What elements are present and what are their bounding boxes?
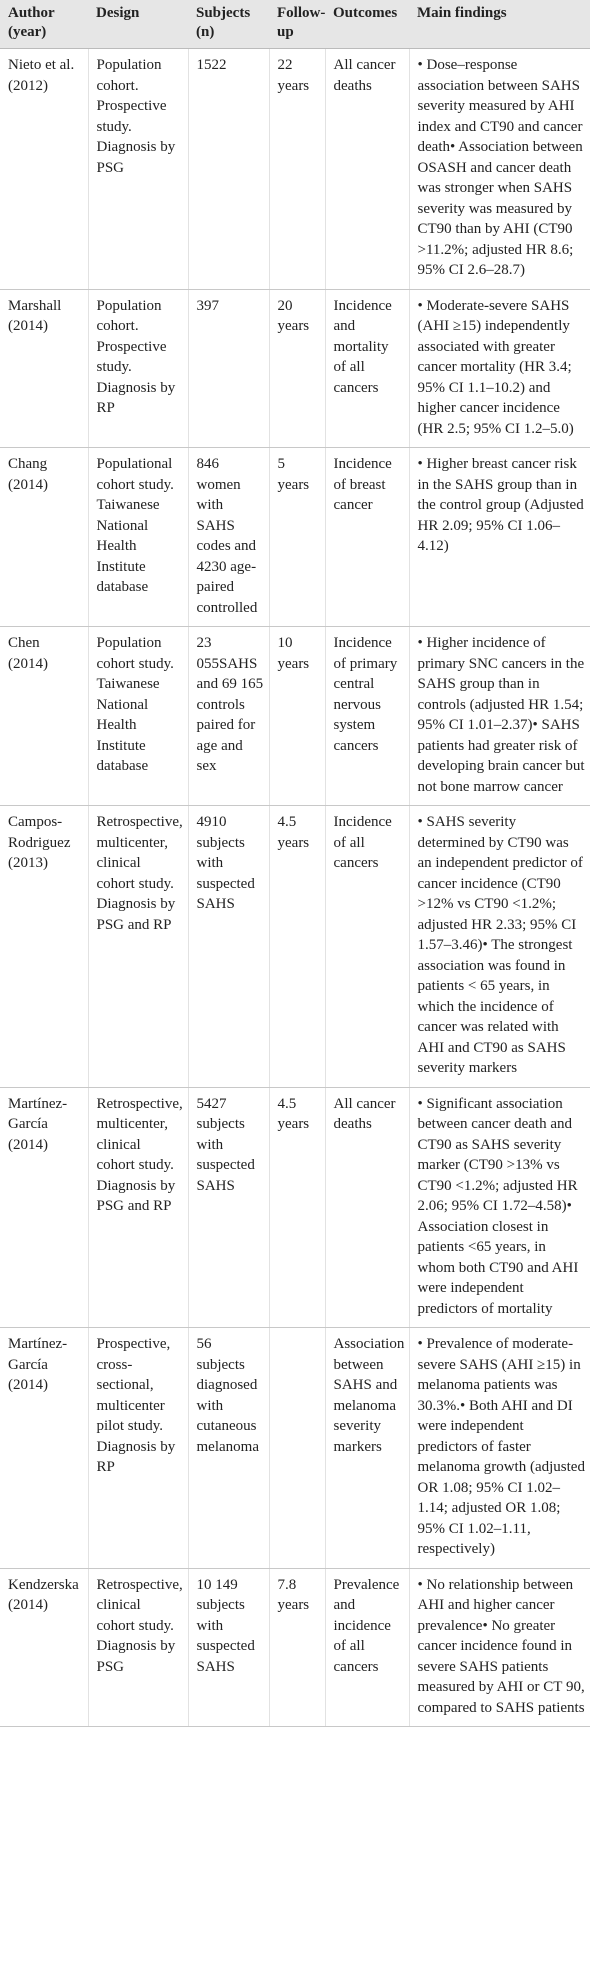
table-cell: Martínez-García (2014) [0,1327,89,1569]
table-cell: 5427 subjects with suspected SAHS [188,1087,270,1328]
table-cell: 4.5 years [269,805,326,1088]
table-row: Martínez-García (2014) Retrospective, mul… [0,1087,590,1328]
table-cell: Retrospective, multicenter, clinical coh… [88,1087,189,1328]
table-cell: Incidence of breast cancer [325,447,410,627]
table-cell: Prevalence and incidence of all cancers [325,1568,410,1727]
table-cell: Population cohort. Prospective study. Di… [88,289,189,448]
table-cell: • Prevalence of moderate-severe SAHS (AH… [409,1327,590,1569]
table-cell: 397 [188,289,270,448]
table-cell: Incidence of primary central nervous sys… [325,626,410,806]
table-header: Author (year) Design Subjects (n) Follow-up… [0,0,590,49]
table-cell: Incidence of all cancers [325,805,410,1088]
table-cell: Association between SAHS and melanoma se… [325,1327,410,1569]
table-row: Chen (2014) Population cohort study. Taiw… [0,626,590,806]
table-cell: 4.5 years [269,1087,326,1328]
table-cell: 4910 subjects with suspected SAHS [188,805,270,1088]
table-body: Nieto et al. (2012) Population cohort. Pr… [0,48,590,1727]
table-cell: • Moderate-severe SAHS (AHI ≥15) indepen… [409,289,590,448]
table-cell: Marshall (2014) [0,289,89,448]
table-cell: • No relationship between AHI and higher… [409,1568,590,1727]
table-cell: 22 years [269,48,326,290]
table-cell: Population cohort study. Taiwanese Natio… [88,626,189,806]
table-cell: Chen (2014) [0,626,89,806]
table-cell: • Higher breast cancer risk in the SAHS … [409,447,590,627]
table-row: Chang (2014) Populational cohort study. T… [0,447,590,627]
table-cell: • Significant association between cancer… [409,1087,590,1328]
table-cell: Chang (2014) [0,447,89,627]
header-row: Author (year) Design Subjects (n) Follow-up… [0,0,590,49]
table-cell: 7.8 years [269,1568,326,1727]
table-cell [269,1327,326,1569]
table-cell: All cancer deaths [325,48,410,290]
table-cell: 23 055SAHS and 69 165 controls paired fo… [188,626,270,806]
table-row: Nieto et al. (2012) Population cohort. Pr… [0,48,590,290]
header-cell: Design [88,0,188,49]
table-cell: • Dose–response association between SAHS… [409,48,590,290]
table-cell: Kendzerska (2014) [0,1568,89,1727]
table-cell: Retrospective, clinical cohort study. Di… [88,1568,189,1727]
table-cell: Prospective, cross-sectional, multicente… [88,1327,189,1569]
table-cell: 20 years [269,289,326,448]
table-cell: All cancer deaths [325,1087,410,1328]
table-row: Campos-Rodriguez (2013) Retrospective, mu… [0,805,590,1088]
table-cell: Nieto et al. (2012) [0,48,89,290]
table-cell: 10 149 subjects with suspected SAHS [188,1568,270,1727]
table-row: Kendzerska (2014) Retrospective, clinical… [0,1568,590,1727]
table-cell: 846 women with SAHS codes and 4230 age-p… [188,447,270,627]
table-row: Marshall (2014) Population cohort. Prospe… [0,289,590,448]
table-cell: Campos-Rodriguez (2013) [0,805,89,1088]
header-cell: Main findings [409,0,590,49]
findings-table: Author (year) Design Subjects (n) Follow-up… [0,0,590,1727]
table-cell: Population cohort. Prospective study. Di… [88,48,189,290]
table-cell: 5 years [269,447,326,627]
table-cell: 1522 [188,48,270,290]
table-cell: Incidence and mortality of all cancers [325,289,410,448]
table-cell: 56 subjects diagnosed with cutaneous mel… [188,1327,270,1569]
table-cell: Populational cohort study. Taiwanese Nat… [88,447,189,627]
header-cell: Outcomes [325,0,409,49]
header-cell: Subjects (n) [188,0,269,49]
table-cell: Martínez-García (2014) [0,1087,89,1328]
table-cell: • Higher incidence of primary SNC cancer… [409,626,590,806]
header-cell: Follow-up [269,0,325,49]
table-row: Martínez-García (2014) Prospective, cross… [0,1327,590,1569]
table-cell: 10 years [269,626,326,806]
header-cell: Author (year) [0,0,88,49]
table-cell: • SAHS severity determined by CT90 was a… [409,805,590,1088]
table-cell: Retrospective, multicenter, clinical coh… [88,805,189,1088]
